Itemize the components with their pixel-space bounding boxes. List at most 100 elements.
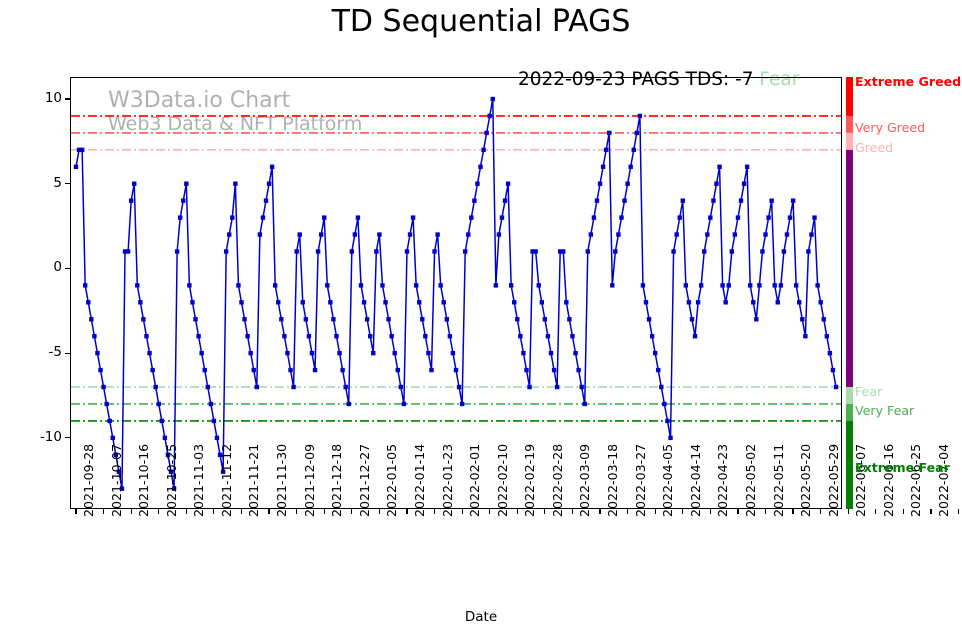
x-tick-mark [213, 509, 215, 514]
data-point [548, 350, 554, 356]
data-point [398, 384, 404, 390]
data-point [89, 317, 94, 322]
data-point [481, 147, 486, 153]
data-point [800, 317, 805, 322]
data-point [631, 147, 636, 153]
data-point [747, 283, 753, 288]
data-point [793, 283, 799, 288]
data-point [303, 317, 309, 322]
data-point [223, 249, 229, 254]
data-point [282, 334, 287, 339]
data-point [426, 350, 431, 356]
data-point [263, 198, 269, 203]
data-point [625, 181, 630, 186]
band-label-very-greed: Very Greed [855, 119, 926, 135]
x-tick-mark [764, 509, 767, 514]
data-point [392, 350, 397, 356]
data-point [153, 384, 158, 390]
data-point [665, 418, 670, 424]
x-tick-mark [240, 509, 243, 514]
sentiment-band-very-greed [846, 115, 853, 133]
data-point [407, 232, 413, 237]
x-tick-label: 2022-05-20 [798, 443, 814, 517]
data-point [554, 384, 560, 390]
data-point [128, 198, 134, 203]
data-point [291, 384, 296, 390]
x-tick-label: 2021-10-16 [136, 443, 152, 517]
data-point [652, 350, 658, 356]
data-point [377, 232, 382, 237]
data-point [533, 249, 538, 254]
data-point [502, 198, 508, 203]
y-tick-mark [65, 183, 70, 185]
data-point [539, 300, 545, 305]
x-tick-label: 2022-01-14 [411, 443, 427, 517]
data-point [257, 232, 263, 237]
x-tick-mark [654, 509, 656, 514]
data-point [732, 232, 738, 237]
data-point [717, 164, 722, 169]
data-point [79, 147, 85, 153]
x-tick-mark [737, 509, 739, 514]
data-point [818, 300, 823, 305]
data-point [830, 367, 836, 373]
data-point [220, 469, 226, 474]
x-tick-label: 2022-07-04 [936, 443, 951, 517]
data-point [683, 283, 689, 288]
data-point [389, 334, 394, 339]
x-tick-mark [709, 509, 711, 514]
x-tick-mark [599, 509, 601, 514]
data-point [279, 317, 284, 322]
data-point [331, 317, 336, 322]
y-tick-label: 10 [44, 90, 62, 107]
x-tick-label: 2022-05-29 [825, 443, 841, 517]
data-point [505, 181, 511, 186]
data-point [827, 350, 833, 356]
data-point [98, 367, 103, 373]
data-point [797, 300, 802, 305]
data-point [355, 215, 361, 220]
data-point [735, 215, 741, 220]
x-tick-label: 2022-03-27 [632, 443, 648, 517]
data-point [211, 418, 217, 424]
data-point [757, 283, 762, 288]
data-point [815, 283, 820, 288]
data-point [236, 283, 241, 288]
data-point [202, 367, 207, 373]
x-tick-mark [406, 509, 408, 514]
data-point [352, 232, 358, 237]
series-markers [73, 96, 839, 491]
x-tick-label: 2021-12-18 [329, 443, 345, 517]
data-point [561, 249, 566, 254]
data-point [741, 181, 747, 186]
current-value-annotation: 2022-09-23 PAGS TDS: -7 Fear [518, 69, 799, 90]
data-point [374, 249, 379, 254]
annotation-sentiment: Fear [759, 69, 800, 90]
data-point [174, 249, 180, 254]
x-tick-label: 2021-12-09 [301, 443, 317, 517]
data-point [720, 283, 725, 288]
page-title: TD Sequential PAGS [331, 4, 631, 39]
data-point [312, 367, 318, 373]
data-point [233, 181, 238, 186]
data-point [646, 317, 652, 322]
data-point [475, 181, 480, 186]
data-point [150, 367, 155, 373]
data-point [591, 215, 597, 220]
data-point [187, 283, 192, 288]
data-point [196, 334, 201, 339]
data-point [763, 232, 768, 237]
data-point [315, 249, 321, 254]
x-tick-label: 2022-04-23 [715, 443, 731, 517]
data-point [159, 418, 165, 424]
data-point [738, 198, 744, 203]
data-point [162, 435, 168, 441]
x-tick-label: 2021-12-27 [356, 443, 372, 517]
data-point [122, 249, 128, 254]
x-tick-label: 2021-10-25 [163, 443, 179, 517]
x-tick-mark [323, 509, 325, 514]
data-point [177, 215, 183, 220]
data-point [622, 198, 627, 203]
data-point [266, 181, 272, 186]
